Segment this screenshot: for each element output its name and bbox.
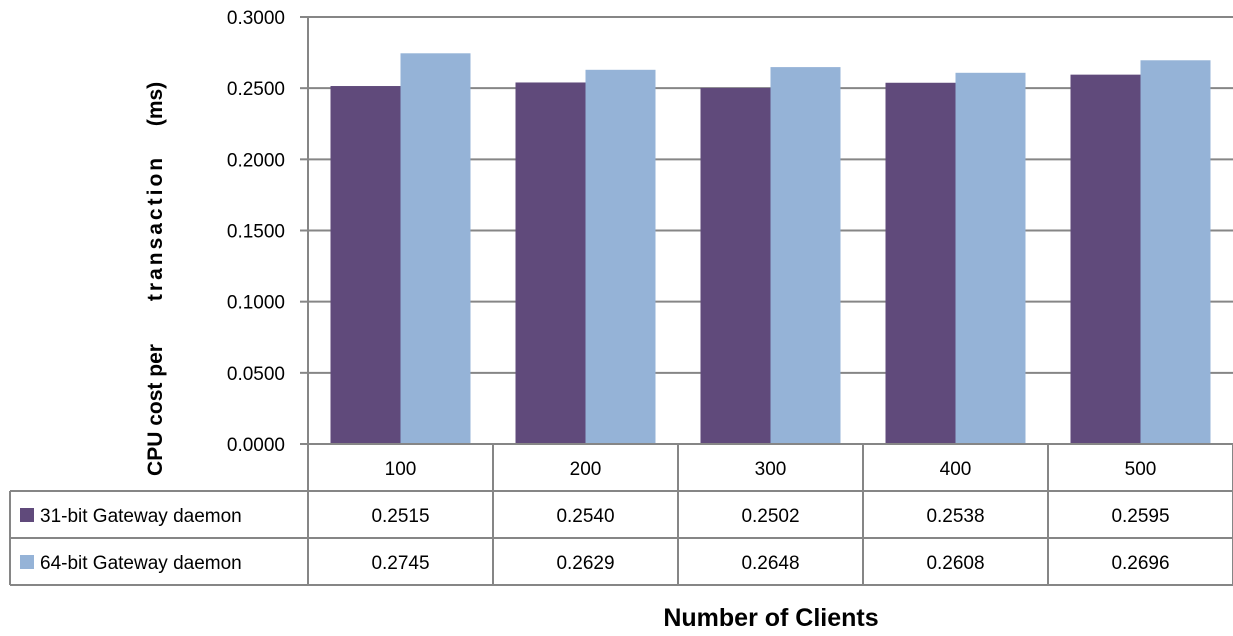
y-tick-label: 0.3000 [227,8,285,29]
y-axis-label-part-1: CPU cost per [144,344,167,476]
bar-31bit-400 [885,82,956,445]
legend-key-64bit [20,555,34,569]
data-table: 100 200 300 400 500 31-bit Gateway daemon 0.25… [9,443,1233,586]
x-tick-label: 100 [385,459,417,480]
x-tick-label: 300 [755,459,787,480]
bar-64bit-500 [1140,60,1211,444]
y-tick-label: 0.2500 [227,79,285,100]
bar-64bit-400 [955,72,1026,444]
bar-31bit-500 [1070,74,1141,445]
data-label: 0.2648 [741,553,799,574]
data-label: 0.2608 [926,553,984,574]
bar-31bit-200 [515,82,586,445]
data-label: 0.2502 [741,506,799,527]
data-label: 0.2745 [371,553,429,574]
bar-31bit-100 [330,86,401,444]
bar-64bit-300 [770,67,841,445]
bar-64bit-200 [585,69,656,444]
bar-64bit-100 [400,53,471,445]
x-tick-label: 400 [940,459,972,480]
y-tick-label: 0.0500 [227,364,285,385]
legend-key-31bit [20,508,34,522]
data-label: 0.2538 [926,506,984,527]
x-tick-label: 200 [570,459,602,480]
data-label: 0.2629 [556,553,614,574]
y-tick-label: 0.1000 [227,293,285,314]
y-tick-label: 0.0000 [227,435,285,456]
data-label: 0.2595 [1111,506,1169,527]
bar-31bit-300 [700,87,771,444]
legend-label: 31-bit Gateway daemon [40,506,242,527]
y-axis-tick-labels: 0.0000 0.0500 0.1000 0.1500 0.2000 0.2500 0.30… [227,8,285,456]
x-axis-label: Number of Clients [663,604,878,632]
data-label: 0.2696 [1111,553,1169,574]
legend-label: 64-bit Gateway daemon [40,553,242,574]
y-axis-label-part-2: transaction [144,155,167,301]
data-label: 0.2540 [556,506,614,527]
data-label: 0.2515 [371,506,429,527]
y-tick-label: 0.1500 [227,222,285,243]
bars [330,53,1211,445]
y-axis-label-part-3: (ms) [144,82,167,126]
y-tick-label: 0.2000 [227,150,285,171]
x-tick-label: 500 [1125,459,1157,480]
plot-frame [300,16,309,445]
